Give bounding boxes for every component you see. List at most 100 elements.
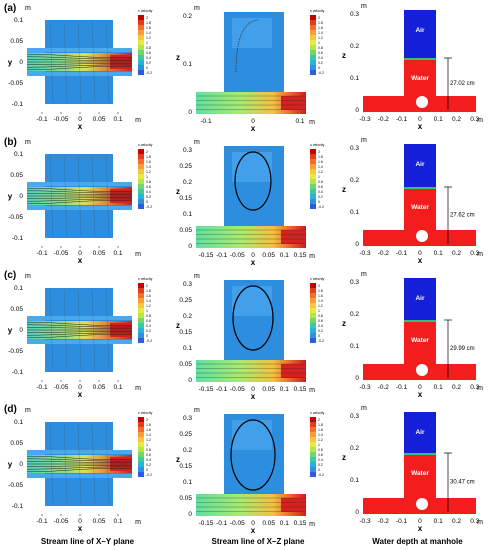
row2-xz-legend-swatch bbox=[310, 154, 316, 159]
row4-xz-legend-label: 0.4 bbox=[318, 458, 323, 462]
row3-xz-legend-label: 1.4 bbox=[318, 299, 323, 303]
row1-xz-legend-swatch bbox=[310, 50, 316, 55]
row4-xy-streamline bbox=[26, 461, 133, 463]
row1-xy-legend-label: 0.2 bbox=[146, 61, 151, 65]
row3-depth-air-label: Air bbox=[415, 295, 425, 302]
row1-xy-vertical-streamline bbox=[63, 21, 68, 103]
row3-depth-ztick-label: 0.1 bbox=[350, 343, 359, 350]
row1-xz-zlabel: z bbox=[176, 53, 180, 62]
row4-xy-legend-label: 1.8 bbox=[146, 423, 151, 427]
row1-depth-xtick-label: 0.3 bbox=[470, 116, 479, 123]
row2-xy-legend-swatch bbox=[138, 169, 144, 174]
row3-xz-legend-label: 0.8 bbox=[318, 314, 323, 318]
row3-depth-xtick-label: -0.1 bbox=[396, 384, 408, 391]
row1-xz-ztick-label: 0.2 bbox=[183, 13, 192, 20]
row4-xz-zunit: m bbox=[194, 407, 200, 414]
row3-xz-xunit: m bbox=[309, 387, 315, 394]
row2-xy-legend-label: 1 bbox=[146, 175, 148, 179]
row3-xy-yunit: m bbox=[25, 273, 31, 280]
row2-xz-xtick-label: 0.15 bbox=[294, 252, 307, 259]
row1-xy-legend-swatch bbox=[138, 40, 144, 45]
row3-xz-xtick-label: -0.15 bbox=[199, 386, 214, 393]
row1-xy-legend-swatch bbox=[138, 25, 144, 30]
row1-xy-xtick-label: 0.05 bbox=[93, 116, 106, 123]
row4-depth-xtick-label: 0.1 bbox=[434, 518, 443, 525]
row1-xz-legend-label: 1 bbox=[318, 41, 320, 45]
row2-xz-legend-label: 0.2 bbox=[318, 195, 323, 199]
row1-xz-legend-swatch bbox=[310, 15, 316, 20]
row4-xy-legend-swatch bbox=[138, 457, 144, 462]
row3-xz-xtick-label: -0.1 bbox=[216, 386, 228, 393]
row3-xy-legend-swatch bbox=[138, 333, 144, 338]
row1-xz-pipe-flow bbox=[196, 92, 306, 114]
row1-xy-ytick-label: -0.05 bbox=[8, 80, 23, 87]
row3-xy-streamline bbox=[26, 331, 133, 333]
row1-depth-zunit: m bbox=[361, 3, 367, 10]
row4-xz-legend-swatch bbox=[310, 437, 316, 442]
row1-xy-legend-swatch bbox=[138, 55, 144, 60]
row2-xz-legend-label: 2 bbox=[318, 150, 320, 154]
row4-depth-air bbox=[404, 412, 436, 453]
row1-depth-xlabel: x bbox=[418, 122, 423, 131]
row3-xy-ytick-label: 0 bbox=[19, 327, 23, 334]
row4-xy-vertical-streamline bbox=[77, 423, 82, 505]
row3-xy-ytick-label: 0.1 bbox=[14, 285, 23, 292]
row1-xy-legend-swatch bbox=[138, 70, 144, 75]
row3-xz-legend-label: 1.8 bbox=[318, 289, 323, 293]
row2-xz-xlabel: x bbox=[251, 258, 256, 267]
row1-xy-legend-title: x velocity bbox=[138, 9, 153, 13]
row2-xz-xtick-label: -0.1 bbox=[216, 252, 228, 259]
row4-xz-legend-label: 1.4 bbox=[318, 433, 323, 437]
row4-xy-ytick-label: 0.1 bbox=[14, 419, 23, 426]
row3-xz-xtick-label: 0 bbox=[251, 386, 255, 393]
row4-xz-legend-label: 2 bbox=[318, 418, 320, 422]
row2-depth-xtick-label: 0 bbox=[418, 250, 422, 257]
row3-xy-legend-swatch bbox=[138, 288, 144, 293]
row3-depth-xtick-label: 0.2 bbox=[452, 384, 461, 391]
row4-xy-legend-swatch bbox=[138, 467, 144, 472]
row1-xz-xlabel: x bbox=[251, 124, 256, 133]
row1-xy-legend-label: 1.2 bbox=[146, 36, 151, 40]
row1-xy-legend-label: 0.4 bbox=[146, 56, 151, 60]
row1-depth-air-label: Air bbox=[415, 27, 425, 34]
row1-xy-xunit: m bbox=[135, 117, 141, 124]
row2-depth-zlabel: z bbox=[342, 185, 346, 194]
row1-xy-ytick-label: 0 bbox=[19, 59, 23, 66]
row3-xy-xtick-label: -0.1 bbox=[36, 384, 48, 391]
row2-xz-ztick-label: 0.1 bbox=[183, 211, 192, 218]
row2-xy-streamline bbox=[26, 200, 133, 205]
row1-xz-xtick-label: 0.1 bbox=[295, 118, 304, 125]
row2-xz-legend-label: 1.2 bbox=[318, 170, 323, 174]
row2-xy-legend-label: 1.4 bbox=[146, 165, 151, 169]
row4-xy-xtick-label: -0.1 bbox=[36, 518, 48, 525]
row3-depth-xunit: m bbox=[477, 385, 483, 392]
row1-xz-legend-label: 0.2 bbox=[318, 61, 323, 65]
row1-xz-legend-label: 1.2 bbox=[318, 36, 323, 40]
row3-xz-legend-swatch bbox=[310, 333, 316, 338]
row2-depth-xtick-label: -0.2 bbox=[378, 250, 390, 257]
row3-xz-legend-swatch bbox=[310, 298, 316, 303]
row4-xy-yunit: m bbox=[25, 407, 31, 414]
row2-xy-legend-swatch bbox=[138, 189, 144, 194]
row2-xz-xtick-label: -0.15 bbox=[199, 252, 214, 259]
row2-xz-legend-swatch bbox=[310, 194, 316, 199]
row3-xy-legend-swatch bbox=[138, 323, 144, 328]
row1-xy-legend-swatch bbox=[138, 45, 144, 50]
row1-xz-legend-label: 1.8 bbox=[318, 21, 323, 25]
row2-xy-legend-label: 1.6 bbox=[146, 160, 151, 164]
row4-xz-legend-label: 0 bbox=[318, 468, 320, 472]
row3-xz-legend-label: 1 bbox=[318, 309, 320, 313]
row1-xz-legend-label: 0.8 bbox=[318, 46, 323, 50]
row1-xy-legend-label: 1.4 bbox=[146, 31, 151, 35]
row4-xy-xtick-label: 0 bbox=[78, 518, 82, 525]
row3-xy-legend-label: 0 bbox=[146, 334, 148, 338]
row2-xz-xunit: m bbox=[309, 253, 315, 260]
row4-xz-xtick-label: 0.15 bbox=[294, 520, 307, 527]
row3-xy-xlabel: x bbox=[78, 390, 83, 399]
row1-xy-legend-label: 1.8 bbox=[146, 21, 151, 25]
row4-xy-vertical-streamline bbox=[105, 423, 110, 505]
row2-xz-legend-label: 1.6 bbox=[318, 160, 323, 164]
row3-xz-legend-label: -0.2 bbox=[318, 339, 324, 343]
row1-depth-air-bubble bbox=[416, 96, 428, 108]
row4-xy-streamline bbox=[26, 468, 133, 473]
